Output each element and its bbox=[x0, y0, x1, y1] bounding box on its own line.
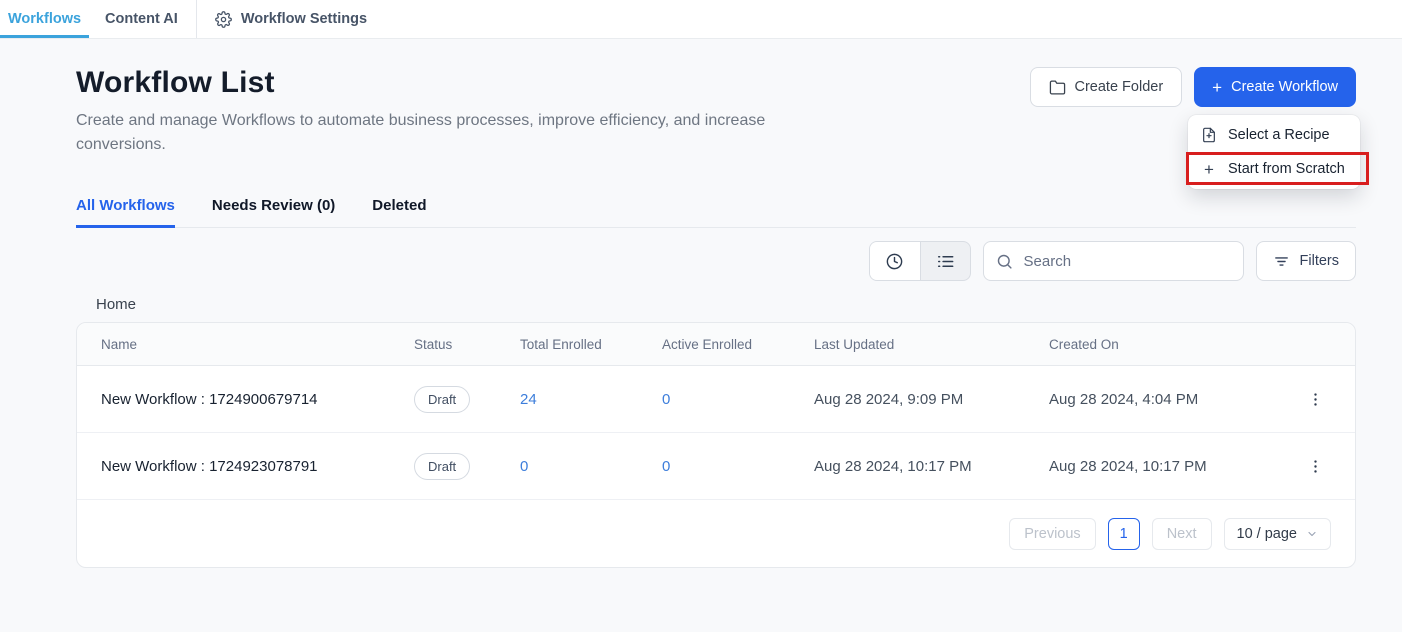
row-actions-kebab-icon[interactable] bbox=[1291, 458, 1339, 475]
created-on-value: Aug 28 2024, 4:04 PM bbox=[1049, 390, 1199, 408]
created-on-value: Aug 28 2024, 10:17 PM bbox=[1049, 457, 1207, 475]
gear-icon bbox=[214, 10, 232, 28]
search-icon bbox=[996, 253, 1013, 270]
create-folder-label: Create Folder bbox=[1074, 79, 1164, 95]
total-enrolled-link[interactable]: 0 bbox=[520, 457, 529, 475]
tab-label: Needs Review (0) bbox=[211, 197, 336, 214]
current-page-button[interactable]: 1 bbox=[1107, 517, 1140, 550]
nav-item-content-ai[interactable]: Content AI bbox=[89, 0, 194, 38]
history-view-button[interactable] bbox=[869, 242, 920, 280]
title-block: Workflow List Create and manage Workflow… bbox=[76, 39, 821, 157]
column-header-created-on: Created On bbox=[1049, 336, 1119, 352]
nav-divider bbox=[195, 0, 197, 38]
row-actions-kebab-icon[interactable] bbox=[1291, 391, 1339, 408]
page-header: Workflow List Create and manage Workflow… bbox=[76, 39, 1369, 189]
tab-deleted[interactable]: Deleted bbox=[372, 197, 426, 227]
search-box bbox=[982, 241, 1244, 281]
workflow-name-link[interactable]: New Workflow : 1724923078791 bbox=[101, 457, 318, 475]
table-row: New Workflow : 1724900679714 Draft 24 0 … bbox=[77, 366, 1355, 433]
menu-item-select-a-recipe[interactable]: Select a Recipe bbox=[1188, 118, 1360, 152]
nav-item-workflow-settings[interactable]: Workflow Settings bbox=[199, 0, 383, 38]
list-icon bbox=[936, 252, 955, 271]
workflow-tabs: All Workflows Needs Review (0) Deleted bbox=[76, 197, 1356, 228]
table-toolbar: Filters bbox=[76, 241, 1356, 281]
filter-icon bbox=[1273, 253, 1290, 270]
last-updated-value: Aug 28 2024, 9:09 PM bbox=[814, 390, 964, 408]
folder-icon bbox=[1049, 79, 1066, 96]
create-workflow-button[interactable]: + Create Workflow bbox=[1194, 67, 1356, 107]
list-view-button[interactable] bbox=[919, 242, 970, 280]
plus-icon: + bbox=[1204, 159, 1214, 179]
last-updated-value: Aug 28 2024, 10:17 PM bbox=[814, 457, 972, 475]
column-header-last-updated: Last Updated bbox=[814, 336, 895, 352]
filters-button[interactable]: Filters bbox=[1255, 241, 1356, 281]
table-row: New Workflow : 1724923078791 Draft 0 0 A… bbox=[77, 433, 1355, 500]
page-subtitle: Create and manage Workflows to automate … bbox=[76, 112, 766, 153]
pagination: Previous 1 Next 10 / page bbox=[77, 500, 1355, 567]
column-header-name: Name bbox=[101, 336, 138, 352]
menu-item-start-from-scratch[interactable]: + Start from Scratch bbox=[1188, 152, 1360, 186]
nav-item-workflows[interactable]: Workflows bbox=[0, 0, 90, 38]
page-size-label: 10 / page bbox=[1236, 525, 1297, 542]
menu-item-label: Start from Scratch bbox=[1228, 161, 1345, 177]
page-title: Workflow List bbox=[76, 66, 275, 99]
clock-icon bbox=[885, 252, 904, 271]
header-actions: Create Folder + Create Workflow Select a… bbox=[1029, 39, 1369, 189]
status-badge: Draft bbox=[414, 385, 471, 413]
status-badge: Draft bbox=[414, 452, 471, 480]
column-header-total-enrolled: Total Enrolled bbox=[520, 336, 602, 352]
chevron-down-icon bbox=[1306, 528, 1318, 540]
previous-page-button[interactable]: Previous bbox=[1009, 517, 1096, 550]
tab-needs-review[interactable]: Needs Review (0) bbox=[212, 197, 335, 227]
search-input[interactable] bbox=[1021, 251, 1231, 271]
create-workflow-dropdown: Select a Recipe + Start from Scratch bbox=[1186, 115, 1369, 189]
create-folder-button[interactable]: Create Folder bbox=[1029, 67, 1183, 107]
tab-label: All Workflows bbox=[76, 197, 175, 214]
plus-icon: + bbox=[1212, 77, 1223, 97]
nav-item-label: Content AI bbox=[105, 11, 178, 27]
column-header-status: Status bbox=[414, 336, 453, 352]
nav-item-label: Workflows bbox=[8, 11, 82, 27]
nav-item-label: Workflow Settings bbox=[240, 11, 368, 27]
next-page-button[interactable]: Next bbox=[1151, 517, 1212, 550]
tab-all-workflows[interactable]: All Workflows bbox=[76, 197, 175, 228]
table-header-row: Name Status Total Enrolled Active Enroll… bbox=[77, 323, 1355, 366]
page-size-select[interactable]: 10 / page bbox=[1223, 517, 1331, 550]
workflow-table-card: Name Status Total Enrolled Active Enroll… bbox=[76, 322, 1356, 568]
top-nav: Workflows Content AI Workflow Settings bbox=[0, 0, 1402, 39]
view-toggle bbox=[868, 241, 971, 281]
total-enrolled-link[interactable]: 24 bbox=[520, 390, 537, 408]
menu-item-label: Select a Recipe bbox=[1228, 127, 1330, 143]
column-header-active-enrolled: Active Enrolled bbox=[662, 336, 753, 352]
filters-label: Filters bbox=[1299, 253, 1339, 269]
tab-label: Deleted bbox=[372, 197, 427, 214]
breadcrumb: Home bbox=[96, 296, 137, 313]
active-enrolled-link[interactable]: 0 bbox=[662, 390, 671, 408]
active-enrolled-link[interactable]: 0 bbox=[662, 457, 671, 475]
recipe-icon bbox=[1201, 127, 1217, 143]
create-workflow-label: Create Workflow bbox=[1231, 79, 1338, 95]
workflow-name-link[interactable]: New Workflow : 1724900679714 bbox=[101, 390, 318, 408]
